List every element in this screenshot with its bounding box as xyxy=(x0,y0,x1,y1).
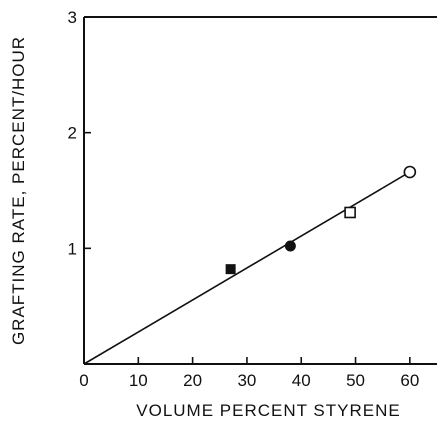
axis-ticks xyxy=(83,16,411,364)
open-circle-point xyxy=(403,165,417,179)
x-tick-label: 10 xyxy=(129,371,148,390)
y-axis-title: GRAFTING RATE, PERCENT/HOUR xyxy=(9,36,28,345)
tick-labels: 0 10 20 30 40 50 60 1 2 3 xyxy=(68,8,420,390)
y-tick-label: 3 xyxy=(68,8,77,27)
x-tick-label: 50 xyxy=(346,371,365,390)
fit-line-group xyxy=(83,171,411,365)
data-points xyxy=(225,165,417,275)
axes-frame xyxy=(83,16,437,365)
y-tick-label: 2 xyxy=(68,124,77,143)
filled-square-point xyxy=(225,264,236,275)
x-axis-title: VOLUME PERCENT STYRENE xyxy=(136,401,400,420)
open-square-point xyxy=(344,206,356,219)
x-tick-label: 30 xyxy=(237,371,256,390)
fit-line xyxy=(83,171,411,365)
x-tick-label: 20 xyxy=(183,371,202,390)
x-tick-label: 60 xyxy=(400,371,419,390)
filled-circle-point xyxy=(284,240,296,252)
x-tick-label: 0 xyxy=(79,371,88,390)
x-tick-label: 40 xyxy=(292,371,311,390)
y-tick-label: 1 xyxy=(68,239,77,258)
